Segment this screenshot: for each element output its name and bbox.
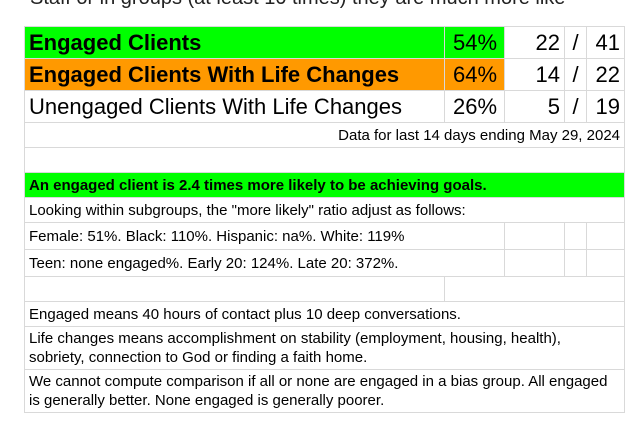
- row-def-compare: We cannot compute comparison if all or n…: [24, 369, 625, 413]
- row-def-life-changes: Life changes means accomplishment on sta…: [24, 326, 625, 370]
- row-blank-1: [24, 147, 625, 173]
- engaged-with-changes-pct[interactable]: 64%: [444, 58, 505, 91]
- subgroup-intro[interactable]: Looking within subgroups, the "more like…: [24, 197, 625, 223]
- row-engaged-clients: Engaged Clients 54% 22 / 41: [24, 26, 625, 59]
- clipped-header-text: Staff or in groups (at least 10 times) t…: [30, 0, 565, 10]
- row-engaged-with-changes: Engaged Clients With Life Changes 64% 14…: [24, 58, 625, 91]
- empty-cell[interactable]: [504, 222, 565, 250]
- row-subgroup-gender-race: Female: 51%. Black: 110%. Hispanic: na%.…: [24, 222, 625, 250]
- row-subgroup-age: Teen: none engaged%. Early 20: 124%. Lat…: [24, 249, 625, 277]
- engaged-clients-pct[interactable]: 54%: [444, 26, 505, 59]
- row-unengaged-with-changes: Unengaged Clients With Life Changes 26% …: [24, 90, 625, 123]
- subgroup-age[interactable]: Teen: none engaged%. Early 20: 124%. Lat…: [24, 249, 505, 277]
- unengaged-with-changes-count[interactable]: 5: [504, 90, 565, 123]
- row-headline: An engaged client is 2.4 times more like…: [24, 172, 625, 198]
- subgroup-gender-race[interactable]: Female: 51%. Black: 110%. Hispanic: na%.…: [24, 222, 505, 250]
- engaged-clients-label[interactable]: Engaged Clients: [24, 26, 445, 59]
- definition-comparison[interactable]: We cannot compute comparison if all or n…: [24, 369, 625, 413]
- headline-result[interactable]: An engaged client is 2.4 times more like…: [24, 172, 625, 198]
- engaged-with-changes-separator[interactable]: /: [564, 58, 587, 91]
- empty-cell[interactable]: [586, 222, 625, 250]
- definition-engaged[interactable]: Engaged means 40 hours of contact plus 1…: [24, 301, 625, 327]
- summary-sheet: Engaged Clients 54% 22 / 41 Engaged Clie…: [24, 26, 625, 413]
- engaged-clients-total[interactable]: 41: [586, 26, 625, 59]
- data-period-note[interactable]: Data for last 14 days ending May 29, 202…: [24, 122, 625, 148]
- unengaged-with-changes-total[interactable]: 19: [586, 90, 625, 123]
- row-data-note: Data for last 14 days ending May 29, 202…: [24, 122, 625, 148]
- row-def-engaged: Engaged means 40 hours of contact plus 1…: [24, 301, 625, 327]
- blank-cell[interactable]: [24, 276, 445, 302]
- unengaged-with-changes-label[interactable]: Unengaged Clients With Life Changes: [24, 90, 445, 123]
- definition-life-changes[interactable]: Life changes means accomplishment on sta…: [24, 326, 625, 370]
- engaged-clients-separator[interactable]: /: [564, 26, 587, 59]
- unengaged-with-changes-pct[interactable]: 26%: [444, 90, 505, 123]
- empty-cell[interactable]: [564, 249, 587, 277]
- engaged-clients-count[interactable]: 22: [504, 26, 565, 59]
- row-subgroup-intro: Looking within subgroups, the "more like…: [24, 197, 625, 223]
- unengaged-with-changes-separator[interactable]: /: [564, 90, 587, 123]
- empty-cell[interactable]: [504, 249, 565, 277]
- blank-cell[interactable]: [24, 147, 625, 173]
- engaged-with-changes-label[interactable]: Engaged Clients With Life Changes: [24, 58, 445, 91]
- empty-cell[interactable]: [564, 222, 587, 250]
- row-blank-2: [24, 276, 625, 302]
- engaged-with-changes-total[interactable]: 22: [586, 58, 625, 91]
- empty-cell[interactable]: [586, 249, 625, 277]
- blank-cell[interactable]: [444, 276, 625, 302]
- engaged-with-changes-count[interactable]: 14: [504, 58, 565, 91]
